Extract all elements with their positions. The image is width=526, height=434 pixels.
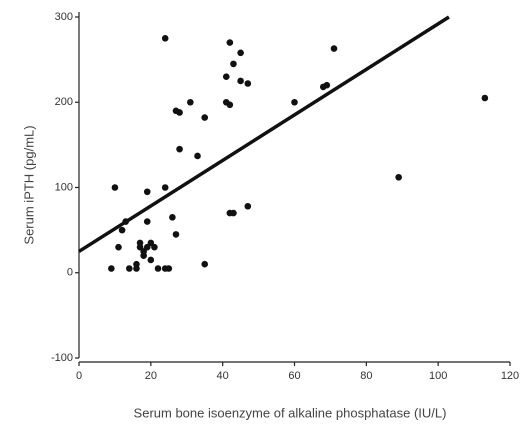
y-tick-label: 100 bbox=[55, 181, 73, 193]
point bbox=[244, 202, 252, 210]
point bbox=[143, 188, 151, 196]
point bbox=[133, 260, 140, 268]
point bbox=[143, 218, 151, 225]
point bbox=[176, 145, 183, 153]
point bbox=[244, 80, 252, 87]
point bbox=[237, 77, 244, 85]
point bbox=[222, 73, 230, 80]
y-tick-label: 200 bbox=[55, 96, 73, 108]
point bbox=[201, 260, 209, 268]
x-tick-label: 120 bbox=[501, 370, 519, 382]
x-tick-label: 100 bbox=[429, 370, 447, 382]
x-tick-label: 60 bbox=[288, 370, 300, 382]
point bbox=[136, 239, 144, 247]
point bbox=[226, 39, 234, 46]
point bbox=[201, 114, 209, 121]
point bbox=[169, 214, 176, 221]
point bbox=[161, 35, 169, 42]
point bbox=[291, 98, 298, 106]
point bbox=[395, 173, 402, 181]
y-tick-label: 0 bbox=[67, 267, 73, 279]
x-tick-label: 0 bbox=[76, 370, 82, 382]
point bbox=[226, 101, 234, 109]
point bbox=[187, 98, 194, 106]
point bbox=[230, 209, 237, 217]
point bbox=[108, 265, 115, 272]
point bbox=[237, 49, 244, 57]
point bbox=[172, 231, 180, 238]
x-tick-label: 80 bbox=[360, 370, 372, 382]
point bbox=[154, 265, 162, 272]
y-tick-label: -100 bbox=[51, 352, 73, 364]
point bbox=[194, 152, 201, 160]
point bbox=[111, 184, 119, 191]
x-tick-label: 40 bbox=[217, 370, 229, 382]
x-axis-label: Serum bone isoenzyme of alkaline phospha… bbox=[134, 405, 447, 420]
point bbox=[330, 45, 338, 52]
point bbox=[481, 94, 489, 102]
point bbox=[147, 256, 155, 264]
y-tick-label: 300 bbox=[55, 11, 73, 23]
fit-line bbox=[78, 15, 450, 253]
y-axis-label: Serum iPTH (pg/mL) bbox=[21, 125, 36, 244]
point bbox=[118, 226, 126, 234]
point bbox=[176, 109, 183, 116]
point bbox=[165, 265, 173, 272]
point bbox=[115, 243, 122, 251]
point bbox=[125, 265, 133, 272]
point bbox=[151, 243, 158, 251]
point bbox=[161, 184, 169, 191]
x-tick-label: 20 bbox=[145, 370, 157, 382]
point bbox=[323, 81, 331, 89]
point bbox=[230, 60, 237, 68]
